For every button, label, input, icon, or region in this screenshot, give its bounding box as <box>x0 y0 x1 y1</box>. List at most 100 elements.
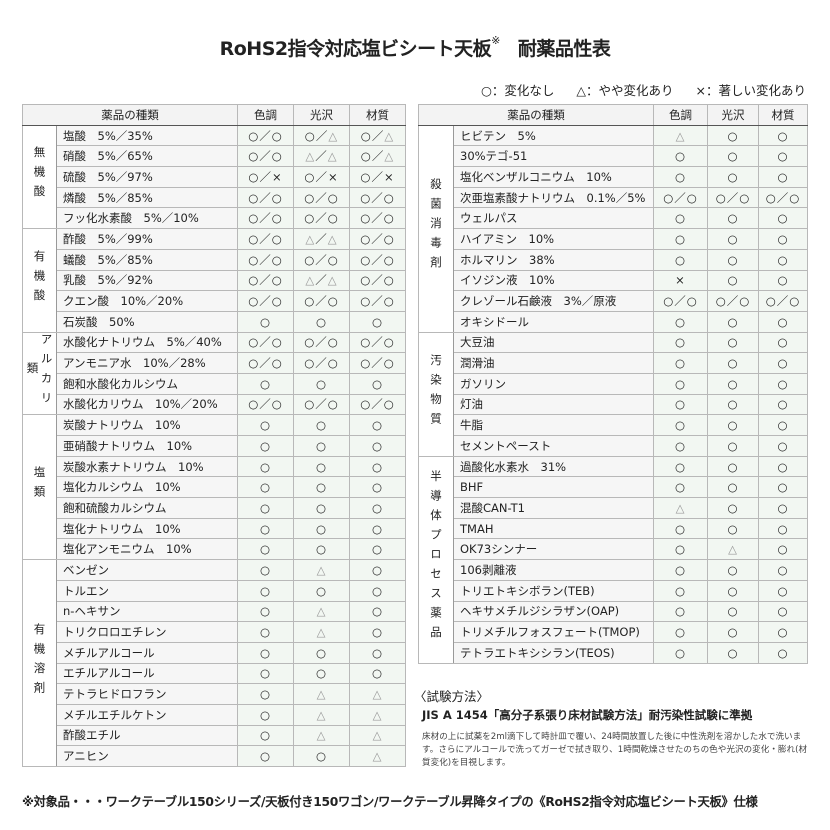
material-rating: ○／○ <box>349 248 406 271</box>
category-label: 無機酸 <box>32 146 47 205</box>
color-rating: ○ <box>237 435 294 457</box>
color-rating: ○／○ <box>237 331 294 354</box>
color-rating: ○ <box>237 476 294 499</box>
gloss-rating: ○／○ <box>293 331 350 354</box>
category-cell: 無機酸 <box>22 124 57 230</box>
category-cell: 半導体プロセス薬品 <box>418 455 454 664</box>
table-row: クエン酸 10%／20% ○／○ ○／○ ○／○ <box>23 290 406 312</box>
color-rating: ○ <box>653 145 708 168</box>
color-rating: ○ <box>653 310 708 333</box>
chemical-name: アニヒン <box>56 745 238 767</box>
chemical-name: ガソリン <box>453 372 654 395</box>
material-rating: ○ <box>349 497 406 519</box>
category-cell: 有機溶剤 <box>22 559 57 767</box>
material-rating: ○ <box>349 621 406 643</box>
material-rating: ○ <box>758 145 808 168</box>
material-rating: △ <box>349 724 406 747</box>
gloss-rating: ○ <box>707 559 759 581</box>
material-rating: ○／○ <box>349 331 406 354</box>
material-rating: ○／○ <box>758 186 808 209</box>
title-text: RoHS2指令対応塩ビシート天板 <box>219 38 492 60</box>
chemical-name: 石炭酸 50% <box>56 310 238 333</box>
category-label: 半導体プロセス薬品 <box>429 470 443 646</box>
material-rating: ○ <box>758 600 808 623</box>
chemical-name: トリクロロエチレン <box>56 621 238 643</box>
table-row: 水酸化カリウム 10%／20% ○／○ ○／○ ○／○ <box>23 393 406 416</box>
chemical-name: アンモニア水 10%／28% <box>56 352 238 374</box>
table-row: メチルエチルケトン ○ △ △ <box>23 703 406 726</box>
gloss-rating: ○ <box>707 641 759 664</box>
chemical-name: 塩化ベンザルコニウム 10% <box>453 166 654 188</box>
table-row: イソジン液 10% × ○ ○ <box>419 269 808 292</box>
gloss-rating: ○ <box>293 641 350 664</box>
gloss-rating: ○／○ <box>293 393 350 416</box>
table-row: ヘキサメチルジシラザン(OAP) ○ ○ ○ <box>419 600 808 623</box>
gloss-rating: △ <box>293 559 350 581</box>
gloss-rating: ○ <box>293 517 350 540</box>
material-rating: ○ <box>758 228 808 250</box>
table-row: 混酸CAN-T1 △ ○ ○ <box>419 497 808 519</box>
chemical-name: 106剥離液 <box>453 559 654 581</box>
table-row: n-ヘキサン ○ △ ○ <box>23 600 406 623</box>
gloss-rating: ○ <box>293 476 350 499</box>
material-rating: ○／△ <box>349 145 406 168</box>
gloss-rating: △ <box>293 703 350 726</box>
chemical-name: 塩酸 5%／35% <box>56 124 238 147</box>
color-rating: ○ <box>653 621 708 643</box>
gloss-rating: ○ <box>707 393 759 416</box>
header-name: 薬品の種類 <box>418 104 654 126</box>
table-row: 塩化ベンザルコニウム 10% ○ ○ ○ <box>419 166 808 188</box>
gloss-rating: ○／○ <box>707 290 759 312</box>
color-rating: ○ <box>653 331 708 354</box>
category-cell: 有機酸 <box>22 228 57 333</box>
material-rating: ○ <box>349 435 406 457</box>
legend-slight-change: △：やや変化あり <box>576 83 674 98</box>
chemical-name: 大豆油 <box>453 331 654 354</box>
table-row: 106剥離液 ○ ○ ○ <box>419 559 808 581</box>
color-rating: ○／○ <box>237 145 294 168</box>
category-label: 有機溶剤 <box>32 622 47 701</box>
test-method: 〈試験方法〉 JIS A 1454「高分子系張り床材試験方法」耐汚染性試験に準拠… <box>414 686 814 770</box>
chemical-name: 蟻酸 5%／85% <box>56 248 238 271</box>
chemical-name: 炭酸水素ナトリウム 10% <box>56 455 238 478</box>
material-rating: ○／× <box>349 166 406 188</box>
chemical-name: 潤滑油 <box>453 352 654 374</box>
color-rating: ○／○ <box>653 290 708 312</box>
material-rating: ○ <box>349 538 406 561</box>
chemical-name: オキシドール <box>453 310 654 333</box>
header-material: 材質 <box>758 104 808 126</box>
chemical-name: クエン酸 10%／20% <box>56 290 238 312</box>
material-rating: ○／○ <box>349 186 406 209</box>
table-row: 次亜塩素酸ナトリウム 0.1%／5% ○／○ ○／○ ○／○ <box>419 186 808 209</box>
legend-major-change: ×：著しい変化あり <box>695 83 806 98</box>
gloss-rating: ○ <box>293 662 350 685</box>
gloss-rating: ○／○ <box>293 186 350 209</box>
gloss-rating: ○／○ <box>293 352 350 374</box>
table-row: トリクロロエチレン ○ △ ○ <box>23 621 406 643</box>
table-row: 炭酸水素ナトリウム 10% ○ ○ ○ <box>23 455 406 478</box>
material-rating: ○ <box>758 621 808 643</box>
gloss-rating: △／△ <box>293 269 350 292</box>
chemical-name: ウェルパス <box>453 207 654 230</box>
gloss-rating: ○ <box>707 352 759 374</box>
material-rating: ○ <box>758 517 808 540</box>
chemical-name: ヘキサメチルジシラザン(OAP) <box>453 600 654 623</box>
chemical-name: 塩化カルシウム 10% <box>56 476 238 499</box>
color-rating: ○ <box>237 745 294 767</box>
chemical-name: クレゾール石鹸液 3%／原液 <box>453 290 654 312</box>
table-row: オキシドール ○ ○ ○ <box>419 310 808 333</box>
gloss-rating: ○／○ <box>707 186 759 209</box>
table-row: 有機酸 酢酸 5%／99% ○／○ △／△ ○／○ <box>22 228 406 333</box>
gloss-rating: △ <box>293 683 350 705</box>
material-rating: ○ <box>349 476 406 499</box>
chemical-name: 次亜塩素酸ナトリウム 0.1%／5% <box>453 186 654 209</box>
page-title: RoHS2指令対応塩ビシート天板※ 耐薬品性表 <box>0 34 830 61</box>
table-row: 30%テゴ-51 ○ ○ ○ <box>419 145 808 168</box>
gloss-rating: △ <box>707 538 759 561</box>
color-rating: ○／○ <box>237 124 294 147</box>
color-rating: ○／○ <box>237 352 294 374</box>
color-rating: ○／○ <box>237 290 294 312</box>
header-color: 色調 <box>653 104 708 126</box>
gloss-rating: ○／× <box>293 166 350 188</box>
chemical-name: OK73シンナー <box>453 538 654 561</box>
